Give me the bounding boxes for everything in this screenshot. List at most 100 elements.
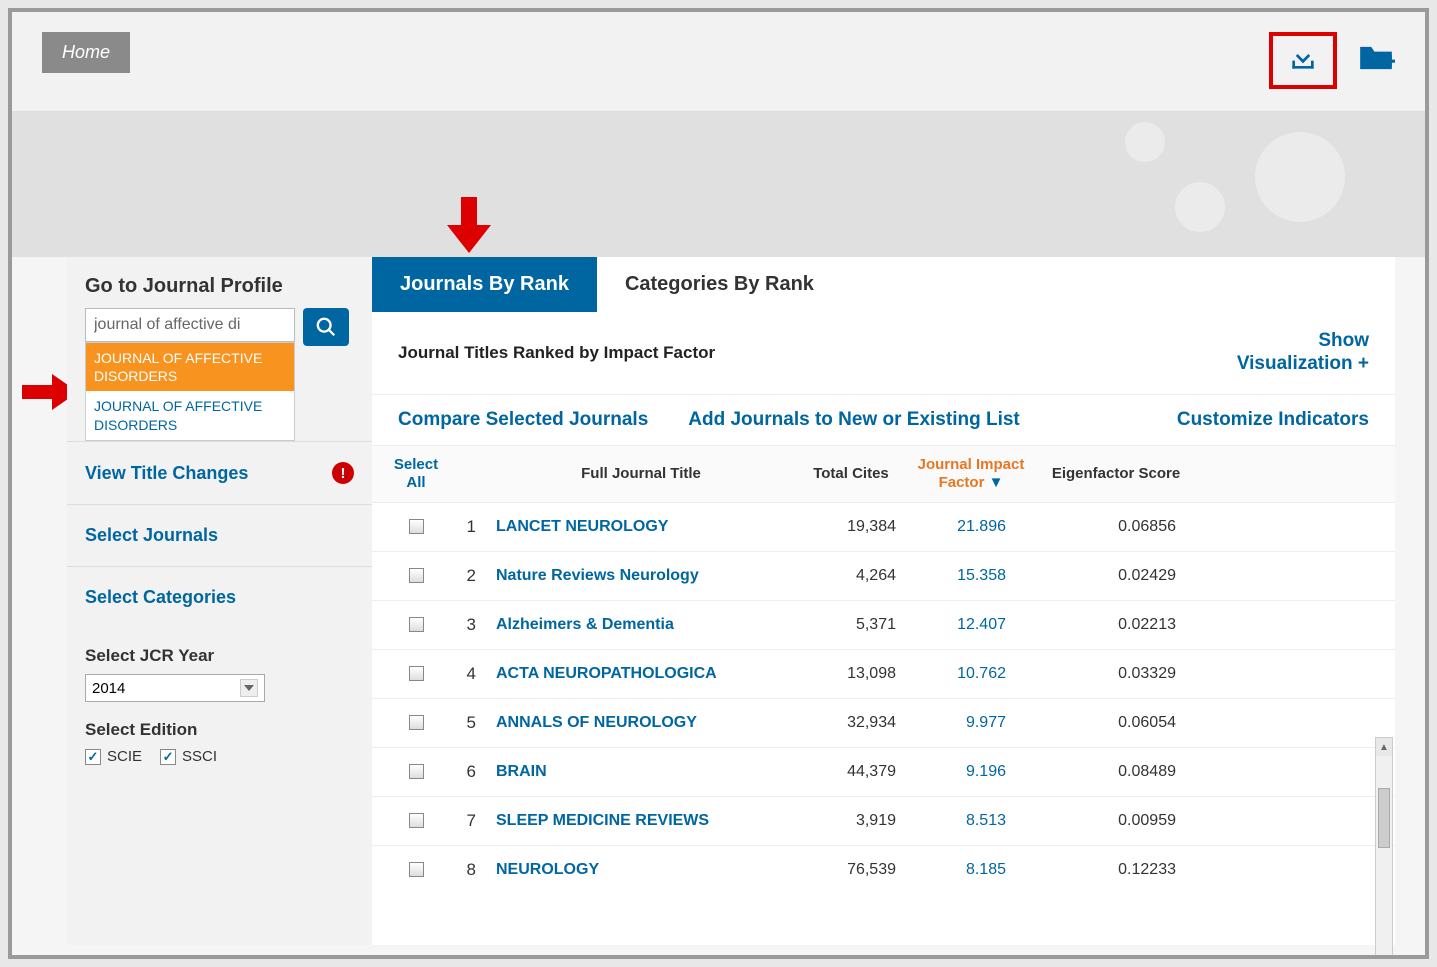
show-visualization-link[interactable]: Show Visualization + (1237, 330, 1369, 376)
cell-total-cites: 13,098 (786, 665, 916, 683)
cell-impact-factor[interactable]: 15.358 (916, 567, 1026, 585)
cell-total-cites: 44,379 (786, 763, 916, 781)
row-checkbox[interactable] (409, 715, 424, 730)
cell-rank: 6 (446, 762, 496, 782)
cell-total-cites: 76,539 (786, 861, 916, 879)
cell-impact-factor[interactable]: 12.407 (916, 616, 1026, 634)
sidebar: Go to Journal Profile JOURNAL OF AFFECTI… (67, 257, 372, 945)
alert-icon: ! (332, 462, 354, 484)
edition-label: Select Edition (85, 720, 354, 740)
cell-impact-factor[interactable]: 9.977 (916, 714, 1026, 732)
row-checkbox[interactable] (409, 568, 424, 583)
cell-eigenfactor: 0.08489 (1026, 763, 1206, 781)
annotation-arrow-down-icon (447, 197, 491, 253)
cell-rank: 2 (446, 566, 496, 586)
cell-total-cites: 19,384 (786, 518, 916, 536)
cell-impact-factor[interactable]: 10.762 (916, 665, 1026, 683)
tab-journals-by-rank[interactable]: Journals By Rank (372, 257, 597, 312)
journal-search-input[interactable] (85, 308, 295, 342)
col-eigenfactor[interactable]: Eigenfactor Score (1026, 465, 1206, 482)
cell-rank: 3 (446, 615, 496, 635)
journals-table: Select All Full Journal Title Total Cite… (372, 446, 1395, 883)
cell-journal-title[interactable]: BRAIN (496, 763, 786, 781)
download-icon[interactable] (1287, 42, 1319, 79)
row-checkbox[interactable] (409, 862, 424, 877)
table-row: 3Alzheimers & Dementia5,37112.4070.02213 (372, 601, 1395, 650)
table-row: 4ACTA NEUROPATHOLOGICA13,09810.7620.0332… (372, 650, 1395, 699)
table-row: 2Nature Reviews Neurology4,26415.3580.02… (372, 552, 1395, 601)
cell-journal-title[interactable]: Alzheimers & Dementia (496, 616, 786, 634)
row-checkbox[interactable] (409, 519, 424, 534)
cell-journal-title[interactable]: LANCET NEUROLOGY (496, 518, 786, 536)
cell-journal-title[interactable]: ACTA NEUROPATHOLOGICA (496, 665, 786, 683)
jcr-year-value: 2014 (92, 680, 125, 697)
checkbox-icon (160, 749, 176, 765)
col-title[interactable]: Full Journal Title (496, 465, 786, 482)
row-checkbox[interactable] (409, 666, 424, 681)
cell-total-cites: 3,919 (786, 812, 916, 830)
cell-eigenfactor: 0.00959 (1026, 812, 1206, 830)
row-checkbox[interactable] (409, 813, 424, 828)
cell-eigenfactor: 0.02213 (1026, 616, 1206, 634)
cell-total-cites: 32,934 (786, 714, 916, 732)
cell-rank: 5 (446, 713, 496, 733)
cell-journal-title[interactable]: Nature Reviews Neurology (496, 567, 786, 585)
cell-impact-factor[interactable]: 8.185 (916, 861, 1026, 879)
search-icon (315, 316, 337, 338)
search-autocomplete-dropdown: JOURNAL OF AFFECTIVE DISORDERS JOURNAL O… (85, 342, 295, 441)
jcr-year-select[interactable]: 2014 (85, 674, 265, 702)
cell-eigenfactor: 0.12233 (1026, 861, 1206, 879)
chevron-down-icon (240, 679, 258, 697)
sort-desc-icon: ▼ (989, 474, 1004, 491)
add-journals-link[interactable]: Add Journals to New or Existing List (688, 409, 1019, 431)
col-total-cites[interactable]: Total Cites (786, 465, 916, 482)
edition-ssci-option[interactable]: SSCI (160, 748, 217, 765)
select-journals-link[interactable]: Select Journals (67, 504, 372, 566)
row-checkbox[interactable] (409, 617, 424, 632)
search-button[interactable] (303, 308, 349, 346)
scroll-thumb[interactable] (1378, 788, 1390, 848)
show-viz-line2: Visualization + (1237, 353, 1369, 376)
download-highlight-box (1269, 32, 1337, 89)
view-title-changes-label: View Title Changes (85, 463, 248, 484)
table-row: 7SLEEP MEDICINE REVIEWS3,9198.5130.00959 (372, 797, 1395, 846)
edition-scie-label: SCIE (107, 748, 142, 765)
cell-journal-title[interactable]: NEUROLOGY (496, 861, 786, 879)
edition-scie-option[interactable]: SCIE (85, 748, 142, 765)
scrollbar[interactable]: ▲ ▼ (1375, 737, 1393, 959)
jcr-year-label: Select JCR Year (85, 646, 354, 666)
cell-impact-factor[interactable]: 21.896 (916, 518, 1026, 536)
tab-categories-by-rank[interactable]: Categories By Rank (597, 257, 842, 312)
show-viz-line1: Show (1237, 330, 1369, 353)
cell-journal-title[interactable]: SLEEP MEDICINE REVIEWS (496, 812, 786, 830)
compare-journals-link[interactable]: Compare Selected Journals (398, 409, 648, 431)
cell-rank: 4 (446, 664, 496, 684)
cell-impact-factor[interactable]: 9.196 (916, 763, 1026, 781)
col-select-all[interactable]: Select All (386, 456, 446, 492)
cell-rank: 1 (446, 517, 496, 537)
subheader-title: Journal Titles Ranked by Impact Factor (398, 343, 715, 363)
table-row: 6BRAIN44,3799.1960.08489 (372, 748, 1395, 797)
row-checkbox[interactable] (409, 764, 424, 779)
view-title-changes-link[interactable]: View Title Changes ! (67, 441, 372, 504)
home-button[interactable]: Home (42, 32, 130, 73)
dropdown-item-selected[interactable]: JOURNAL OF AFFECTIVE DISORDERS (86, 343, 294, 391)
checkbox-icon (85, 749, 101, 765)
sidebar-profile-header: Go to Journal Profile (67, 257, 372, 308)
col-impact-factor[interactable]: Journal Impact Factor ▼ (916, 456, 1026, 492)
customize-indicators-link[interactable]: Customize Indicators (1177, 409, 1369, 431)
cell-eigenfactor: 0.03329 (1026, 665, 1206, 683)
cell-impact-factor[interactable]: 8.513 (916, 812, 1026, 830)
select-categories-link[interactable]: Select Categories (67, 566, 372, 628)
scroll-up-icon[interactable]: ▲ (1376, 738, 1392, 756)
cell-eigenfactor: 0.06856 (1026, 518, 1206, 536)
cell-eigenfactor: 0.02429 (1026, 567, 1206, 585)
dropdown-item[interactable]: JOURNAL OF AFFECTIVE DISORDERS (86, 391, 294, 439)
col-jif-label: Journal Impact Factor (918, 456, 1025, 491)
edition-ssci-label: SSCI (182, 748, 217, 765)
table-row: 5ANNALS OF NEUROLOGY32,9349.9770.06054 (372, 699, 1395, 748)
main-panel: Journals By Rank Categories By Rank Jour… (372, 257, 1395, 945)
select-journals-label: Select Journals (85, 525, 218, 546)
folder-add-icon[interactable] (1357, 43, 1395, 78)
cell-journal-title[interactable]: ANNALS OF NEUROLOGY (496, 714, 786, 732)
